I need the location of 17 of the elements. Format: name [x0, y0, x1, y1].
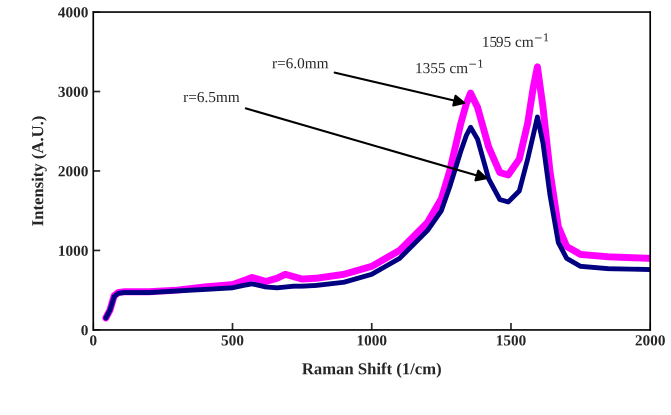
y-tick-label: 1000 — [59, 246, 88, 256]
annotation: 1595 cm$^{−1}$ — [483, 33, 548, 47]
x-tick-label: 1500 — [496, 335, 526, 346]
y-tick-label: 0 — [81, 325, 88, 336]
annotation: r=6.0mm — [272, 58, 328, 68]
line-series — [103, 114, 650, 320]
x-tick-label: 500 — [222, 335, 244, 346]
y-axis-title: Intensity (A.U.) — [32, 116, 47, 226]
x-tick-label: 1000 — [358, 335, 386, 346]
x-tick-label: 2000 — [636, 335, 665, 346]
x-tick-label: 0 — [90, 335, 97, 346]
annotation: 1355 cm$^{−1}$ — [416, 60, 482, 74]
y-tick-label: 4000 — [58, 7, 88, 18]
annotation: r=6.5mm — [183, 92, 240, 102]
y-tick-label: 2000 — [58, 166, 88, 176]
y-tick-label: 3000 — [58, 86, 88, 97]
x-axis-title: Raman Shift (1/cm) — [302, 362, 441, 378]
